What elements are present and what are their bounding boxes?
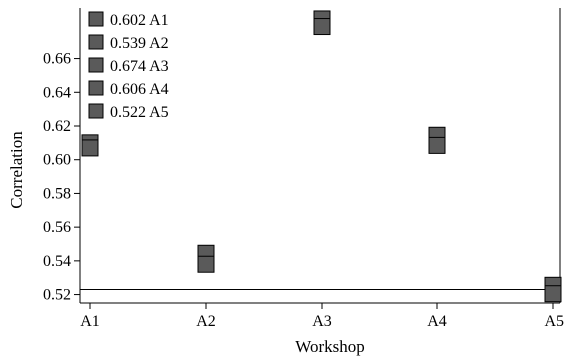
legend-marker xyxy=(88,80,104,96)
data-point-a2 xyxy=(197,255,215,273)
legend-label: 0.522 A5 xyxy=(110,104,169,121)
legend-marker xyxy=(88,103,104,119)
y-tick-label: 0.54 xyxy=(43,253,71,270)
x-tick-label: A1 xyxy=(80,313,100,330)
legend: 0.602 A1 0.539 A2 0.674 A3 0.606 A4 0.522 A5 xyxy=(88,11,169,121)
x-tick-label: A5 xyxy=(544,313,564,330)
legend-label: 0.539 A2 xyxy=(110,35,169,52)
x-tick-label: A2 xyxy=(196,313,216,330)
data-point-a3 xyxy=(313,18,331,36)
x-tick-label: A3 xyxy=(312,313,332,330)
legend-label: 0.674 A3 xyxy=(110,58,169,75)
legend-label: 0.606 A4 xyxy=(110,81,169,98)
y-tick-label: 0.56 xyxy=(43,219,71,236)
x-tick-label: A4 xyxy=(427,313,447,330)
legend-marker xyxy=(88,34,104,50)
data-point-a1 xyxy=(81,139,99,157)
y-tick-label: 0.58 xyxy=(43,185,71,202)
y-tick-label: 0.60 xyxy=(43,152,71,169)
legend-marker xyxy=(88,57,104,73)
y-tick-label: 0.66 xyxy=(43,51,71,68)
plot-area xyxy=(79,8,561,304)
y-axis-ticks: 0.52 0.54 0.56 0.58 0.60 0.62 0.64 0.66 xyxy=(43,51,80,304)
y-axis-title: Correlation xyxy=(7,131,26,209)
x-axis-title: Workshop xyxy=(295,337,364,356)
data-point-a5 xyxy=(544,285,562,303)
data-point-a4 xyxy=(428,136,446,154)
y-tick-label: 0.64 xyxy=(43,84,71,101)
legend-marker xyxy=(88,11,104,27)
y-tick-label: 0.62 xyxy=(43,118,71,135)
data-markers xyxy=(81,10,562,303)
x-axis-ticks: A1 A2 A3 A4 A5 xyxy=(80,303,564,330)
legend-label: 0.602 A1 xyxy=(110,12,169,29)
y-tick-label: 0.52 xyxy=(43,287,71,304)
